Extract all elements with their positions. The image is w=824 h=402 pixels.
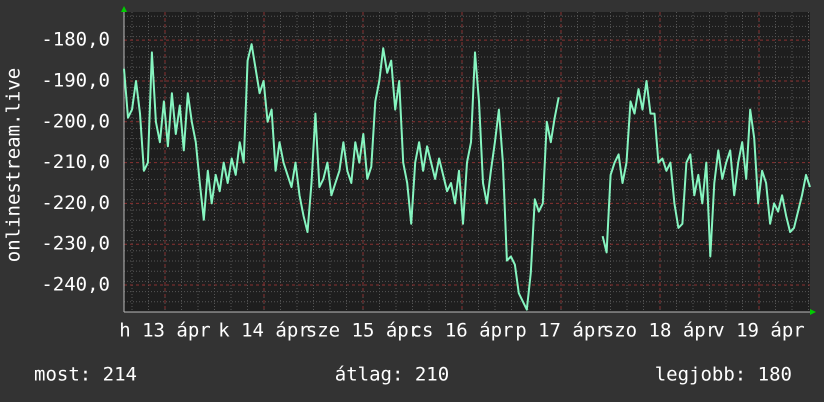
footer-average: átlag: 210 — [335, 364, 449, 386]
y-tick-label: -220,0 — [41, 192, 110, 214]
y-tick-label: -210,0 — [41, 151, 110, 173]
y-tick-label: -240,0 — [41, 274, 110, 296]
y-tick-label: -230,0 — [41, 233, 110, 255]
y-tick-label: -190,0 — [41, 69, 110, 91]
axis-arrow — [810, 309, 816, 315]
x-tick-label: h 13 ápr — [119, 320, 211, 342]
x-tick-label: p 17 ápr — [515, 320, 607, 342]
footer-current: most: 214 — [34, 364, 137, 386]
y-axis-label: onlinestream.live — [3, 68, 25, 262]
x-tick-label: sze 15 ápr — [306, 320, 420, 342]
x-tick-label: k 14 ápr — [218, 320, 310, 342]
x-tick-label: szo 18 ápr — [603, 320, 717, 342]
footer-best: legjobb: 180 — [655, 364, 792, 386]
x-tick-label: cs 16 ápr — [411, 320, 514, 342]
x-tick-label: v 19 ápr — [713, 320, 805, 342]
data-line — [123, 43, 811, 311]
y-tick-label: -180,0 — [41, 29, 110, 51]
y-tick-label: -200,0 — [41, 110, 110, 132]
axis-arrow — [121, 6, 127, 12]
